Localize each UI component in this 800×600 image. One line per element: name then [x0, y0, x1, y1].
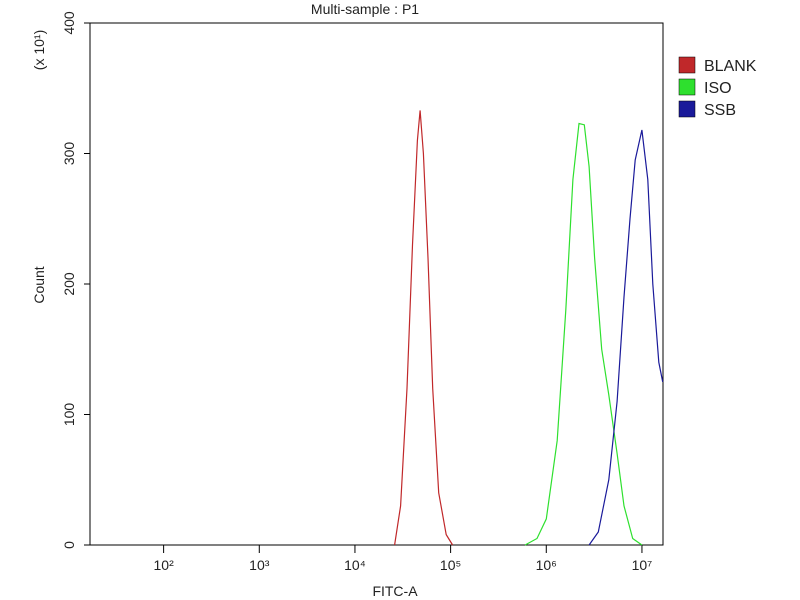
legend-label: BLANK: [704, 58, 757, 75]
histogram-line: [524, 122, 643, 546]
y-tick-label: 300: [61, 142, 77, 166]
legend-swatch: [678, 100, 696, 118]
x-tick-label: 10³: [249, 557, 270, 573]
x-tick-label: 10²: [154, 557, 175, 573]
histogram-line: [588, 129, 664, 546]
legend-swatch: [678, 78, 696, 96]
y-tick-label: 400: [61, 11, 77, 35]
x-tick-label: 10⁴: [344, 557, 366, 573]
x-tick-label: 10⁵: [440, 557, 461, 573]
y-tick-label: 100: [61, 403, 77, 427]
y-multiplier: (x 10¹): [31, 30, 47, 70]
x-tick-label: 10⁶: [536, 557, 557, 573]
y-axis-label: Count: [31, 266, 47, 303]
histogram-line: [394, 110, 454, 546]
y-tick-label: 0: [61, 541, 77, 549]
chart-title: Multi-sample : P1: [311, 1, 419, 17]
x-axis-label: FITC-A: [372, 583, 418, 599]
legend-label: ISO: [704, 80, 732, 97]
legend-label: SSB: [704, 102, 736, 119]
y-tick-label: 200: [61, 272, 77, 296]
legend-swatch: [678, 56, 696, 74]
x-tick-label: 10⁷: [632, 557, 653, 573]
plot-frame: [89, 22, 664, 546]
